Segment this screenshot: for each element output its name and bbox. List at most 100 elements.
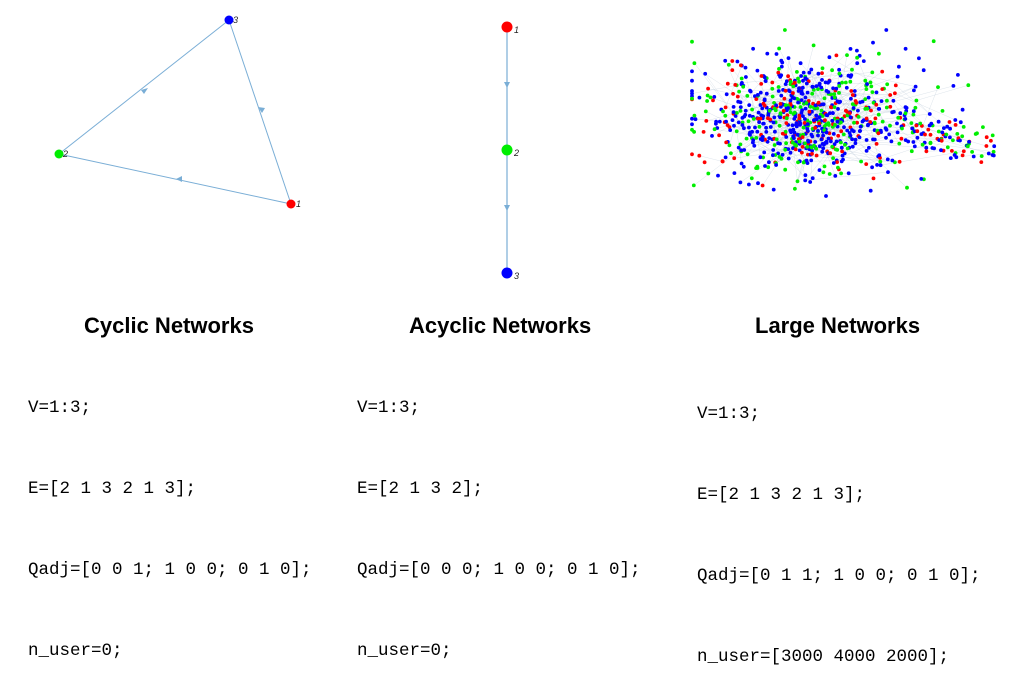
network-node	[836, 120, 840, 124]
network-node	[714, 122, 718, 126]
network-node	[925, 149, 929, 153]
network-node	[739, 143, 743, 147]
network-node	[767, 160, 771, 164]
network-node	[801, 145, 805, 149]
network-node	[879, 163, 883, 167]
network-node	[818, 82, 822, 86]
network-node	[702, 130, 706, 134]
network-node	[830, 145, 834, 149]
network-node	[784, 82, 788, 86]
code-line: V=1:3;	[28, 395, 312, 422]
network-node	[852, 121, 856, 125]
network-node	[815, 154, 819, 158]
network-node	[768, 109, 772, 113]
network-node	[922, 68, 926, 72]
network-node	[896, 75, 900, 79]
network-node	[748, 133, 752, 137]
network-node	[816, 134, 820, 138]
network-node	[850, 68, 854, 72]
code-line: n_user=0;	[357, 638, 641, 665]
network-node	[912, 89, 916, 93]
network-node	[837, 91, 841, 95]
network-node	[962, 125, 966, 129]
network-node	[704, 119, 708, 123]
acyclic-network-graph: 1 2 3	[502, 22, 520, 282]
network-node	[764, 126, 768, 130]
network-node	[845, 53, 849, 57]
network-node	[926, 128, 930, 132]
network-node	[787, 56, 791, 60]
network-node	[758, 125, 762, 129]
network-node	[904, 105, 908, 109]
network-node	[940, 139, 944, 143]
network-node	[799, 74, 803, 78]
cyclic-network-graph: 1 2 3	[55, 15, 302, 209]
network-node	[941, 109, 945, 113]
network-node	[762, 151, 766, 155]
network-node	[799, 61, 803, 65]
network-node	[904, 138, 908, 142]
network-node	[804, 96, 808, 100]
network-node	[937, 120, 941, 124]
network-node	[761, 184, 765, 188]
network-node	[797, 116, 801, 120]
network-node	[945, 125, 949, 129]
network-node	[739, 105, 743, 109]
network-node	[756, 93, 760, 97]
network-node	[842, 125, 846, 129]
network-node	[828, 172, 832, 176]
network-node	[721, 159, 725, 163]
network-node	[806, 91, 810, 95]
network-node	[775, 52, 779, 56]
network-node	[846, 147, 850, 151]
network-node	[789, 80, 793, 84]
network-node	[789, 130, 793, 134]
node-2	[502, 145, 513, 156]
network-node	[886, 170, 890, 174]
network-node	[869, 85, 873, 89]
network-node	[796, 160, 800, 164]
network-node	[772, 116, 776, 120]
network-node	[723, 114, 727, 118]
network-node	[865, 117, 869, 121]
network-node	[958, 139, 962, 143]
network-node	[814, 147, 818, 151]
network-node	[770, 87, 774, 91]
network-node	[848, 111, 852, 115]
network-node	[812, 44, 816, 48]
network-node	[832, 132, 836, 136]
network-node	[703, 160, 707, 164]
network-node	[897, 142, 901, 146]
network-node	[789, 151, 793, 155]
network-node	[845, 86, 849, 90]
network-node	[750, 108, 754, 112]
network-node	[858, 100, 862, 104]
network-node	[953, 153, 957, 157]
network-node	[885, 99, 889, 103]
node-3	[502, 268, 513, 279]
network-node	[690, 40, 694, 44]
network-node	[787, 89, 791, 93]
network-node	[817, 101, 821, 105]
network-node	[771, 153, 775, 157]
network-node	[705, 99, 709, 103]
network-node	[827, 123, 831, 127]
network-node	[861, 120, 865, 124]
node-1-label: 1	[514, 25, 519, 35]
network-node	[759, 91, 763, 95]
network-node	[783, 168, 787, 172]
network-node	[913, 145, 917, 149]
network-node	[855, 49, 859, 53]
network-node	[896, 131, 900, 135]
network-node	[736, 100, 740, 104]
network-node	[903, 117, 907, 121]
network-node	[807, 71, 811, 75]
network-node	[810, 92, 814, 96]
network-node	[836, 134, 840, 138]
arrow-icon	[504, 82, 510, 88]
network-node	[854, 141, 858, 145]
network-node	[939, 148, 943, 152]
network-node	[791, 91, 795, 95]
network-node	[825, 131, 829, 135]
network-node	[755, 130, 759, 134]
